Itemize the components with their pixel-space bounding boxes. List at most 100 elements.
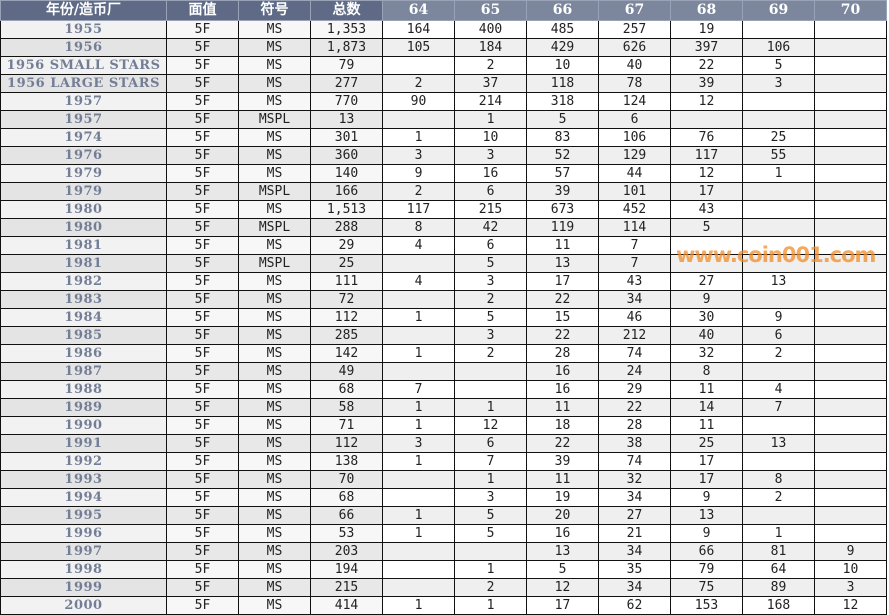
grade-count-cell: 212 [598, 326, 671, 345]
denomination-cell: 5F [166, 20, 239, 39]
grade-count-cell: 78 [598, 74, 671, 93]
grade-type-cell: MS [238, 326, 311, 345]
table-row: 1982 5F MS 111 4 3 17 43 27 13 [0, 272, 887, 291]
grade-count-cell: 3 [382, 434, 455, 453]
grade-count-cell: 1 [382, 506, 455, 525]
grade-count-cell: 3 [454, 488, 527, 507]
table-row: 1987 5F MS 49 16 24 8 [0, 362, 887, 381]
grade-count-cell [814, 272, 887, 291]
column-header: 69 [742, 0, 815, 21]
grade-count-cell [814, 290, 887, 309]
grade-count-cell [742, 290, 815, 309]
grade-count-cell: 6 [742, 326, 815, 345]
denomination-cell: 5F [166, 542, 239, 561]
grade-type-cell: MS [238, 56, 311, 75]
grade-count-cell: 21 [598, 524, 671, 543]
grade-count-cell: 1 [382, 524, 455, 543]
grade-count-cell: 7 [598, 254, 671, 273]
denomination-cell: 5F [166, 74, 239, 93]
grade-count-cell [814, 200, 887, 219]
grade-count-cell [814, 56, 887, 75]
table-row: 1957 5F MSPL 13 1 5 6 [0, 110, 887, 129]
grade-count-cell [382, 290, 455, 309]
table-row: 1995 5F MS 66 1 5 20 27 13 [0, 506, 887, 525]
total-cell: 277 [310, 74, 383, 93]
grade-count-cell [742, 254, 815, 273]
grade-count-cell: 22 [526, 326, 599, 345]
denomination-cell: 5F [166, 110, 239, 129]
grade-count-cell: 20 [526, 506, 599, 525]
year-cell: 1993 [0, 470, 167, 489]
grade-count-cell: 19 [526, 488, 599, 507]
grade-count-cell [814, 362, 887, 381]
grade-count-cell: 1 [742, 164, 815, 183]
grade-count-cell: 13 [742, 434, 815, 453]
grade-count-cell: 6 [454, 236, 527, 255]
grade-count-cell: 30 [670, 308, 743, 327]
grade-count-cell [454, 362, 527, 381]
total-cell: 111 [310, 272, 383, 291]
grade-count-cell [814, 380, 887, 399]
grade-count-cell: 164 [382, 20, 455, 39]
grade-count-cell: 1 [454, 470, 527, 489]
grade-count-cell [742, 416, 815, 435]
grade-count-cell: 42 [454, 218, 527, 237]
grade-count-cell: 52 [526, 146, 599, 165]
grade-type-cell: MS [238, 380, 311, 399]
grade-count-cell: 32 [670, 344, 743, 363]
grade-type-cell: MS [238, 542, 311, 561]
year-cell: 1974 [0, 128, 167, 147]
grade-count-cell: 8 [742, 470, 815, 489]
grade-type-cell: MS [238, 272, 311, 291]
grade-count-cell: 1 [454, 560, 527, 579]
table-row: 1985 5F MS 285 3 22 212 40 6 [0, 326, 887, 345]
grade-count-cell: 1 [382, 308, 455, 327]
grade-count-cell: 2 [454, 290, 527, 309]
total-cell: 72 [310, 290, 383, 309]
year-cell: 1981 [0, 254, 167, 273]
grade-count-cell: 3 [454, 146, 527, 165]
grade-count-cell [382, 470, 455, 489]
year-cell: 1992 [0, 452, 167, 471]
table-row: 1980 5F MSPL 288 8 42 119 114 5 [0, 218, 887, 237]
denomination-cell: 5F [166, 596, 239, 615]
grade-count-cell: 22 [526, 290, 599, 309]
grade-count-cell [454, 542, 527, 561]
total-cell: 140 [310, 164, 383, 183]
grade-count-cell: 74 [598, 344, 671, 363]
total-cell: 138 [310, 452, 383, 471]
grade-count-cell: 1 [454, 398, 527, 417]
year-cell: 1980 [0, 218, 167, 237]
grade-count-cell: 43 [598, 272, 671, 291]
total-cell: 166 [310, 182, 383, 201]
table-row: 1997 5F MS 203 13 34 66 81 9 [0, 542, 887, 561]
total-cell: 29 [310, 236, 383, 255]
year-cell: 1979 [0, 164, 167, 183]
grade-type-cell: MS [238, 488, 311, 507]
grade-count-cell: 9 [670, 488, 743, 507]
grade-count-cell [670, 236, 743, 255]
grade-type-cell: MS [238, 344, 311, 363]
grade-count-cell: 3 [382, 146, 455, 165]
grade-count-cell [742, 182, 815, 201]
table-row: 1993 5F MS 70 1 11 32 17 8 [0, 470, 887, 489]
column-header: 68 [670, 0, 743, 21]
grade-count-cell: 105 [382, 38, 455, 57]
denomination-cell: 5F [166, 578, 239, 597]
denomination-cell: 5F [166, 164, 239, 183]
grade-count-cell [814, 146, 887, 165]
table-row: 1994 5F MS 68 3 19 34 9 2 [0, 488, 887, 507]
grade-count-cell: 35 [598, 560, 671, 579]
grade-count-cell: 1 [382, 452, 455, 471]
grade-count-cell: 9 [814, 542, 887, 561]
grade-count-cell [382, 560, 455, 579]
denomination-cell: 5F [166, 236, 239, 255]
grade-count-cell: 14 [670, 398, 743, 417]
grade-count-cell [814, 92, 887, 111]
grade-count-cell: 57 [526, 164, 599, 183]
grade-count-cell: 6 [454, 434, 527, 453]
column-header: 面值 [166, 0, 239, 21]
grade-type-cell: MS [238, 308, 311, 327]
grade-count-cell: 318 [526, 92, 599, 111]
